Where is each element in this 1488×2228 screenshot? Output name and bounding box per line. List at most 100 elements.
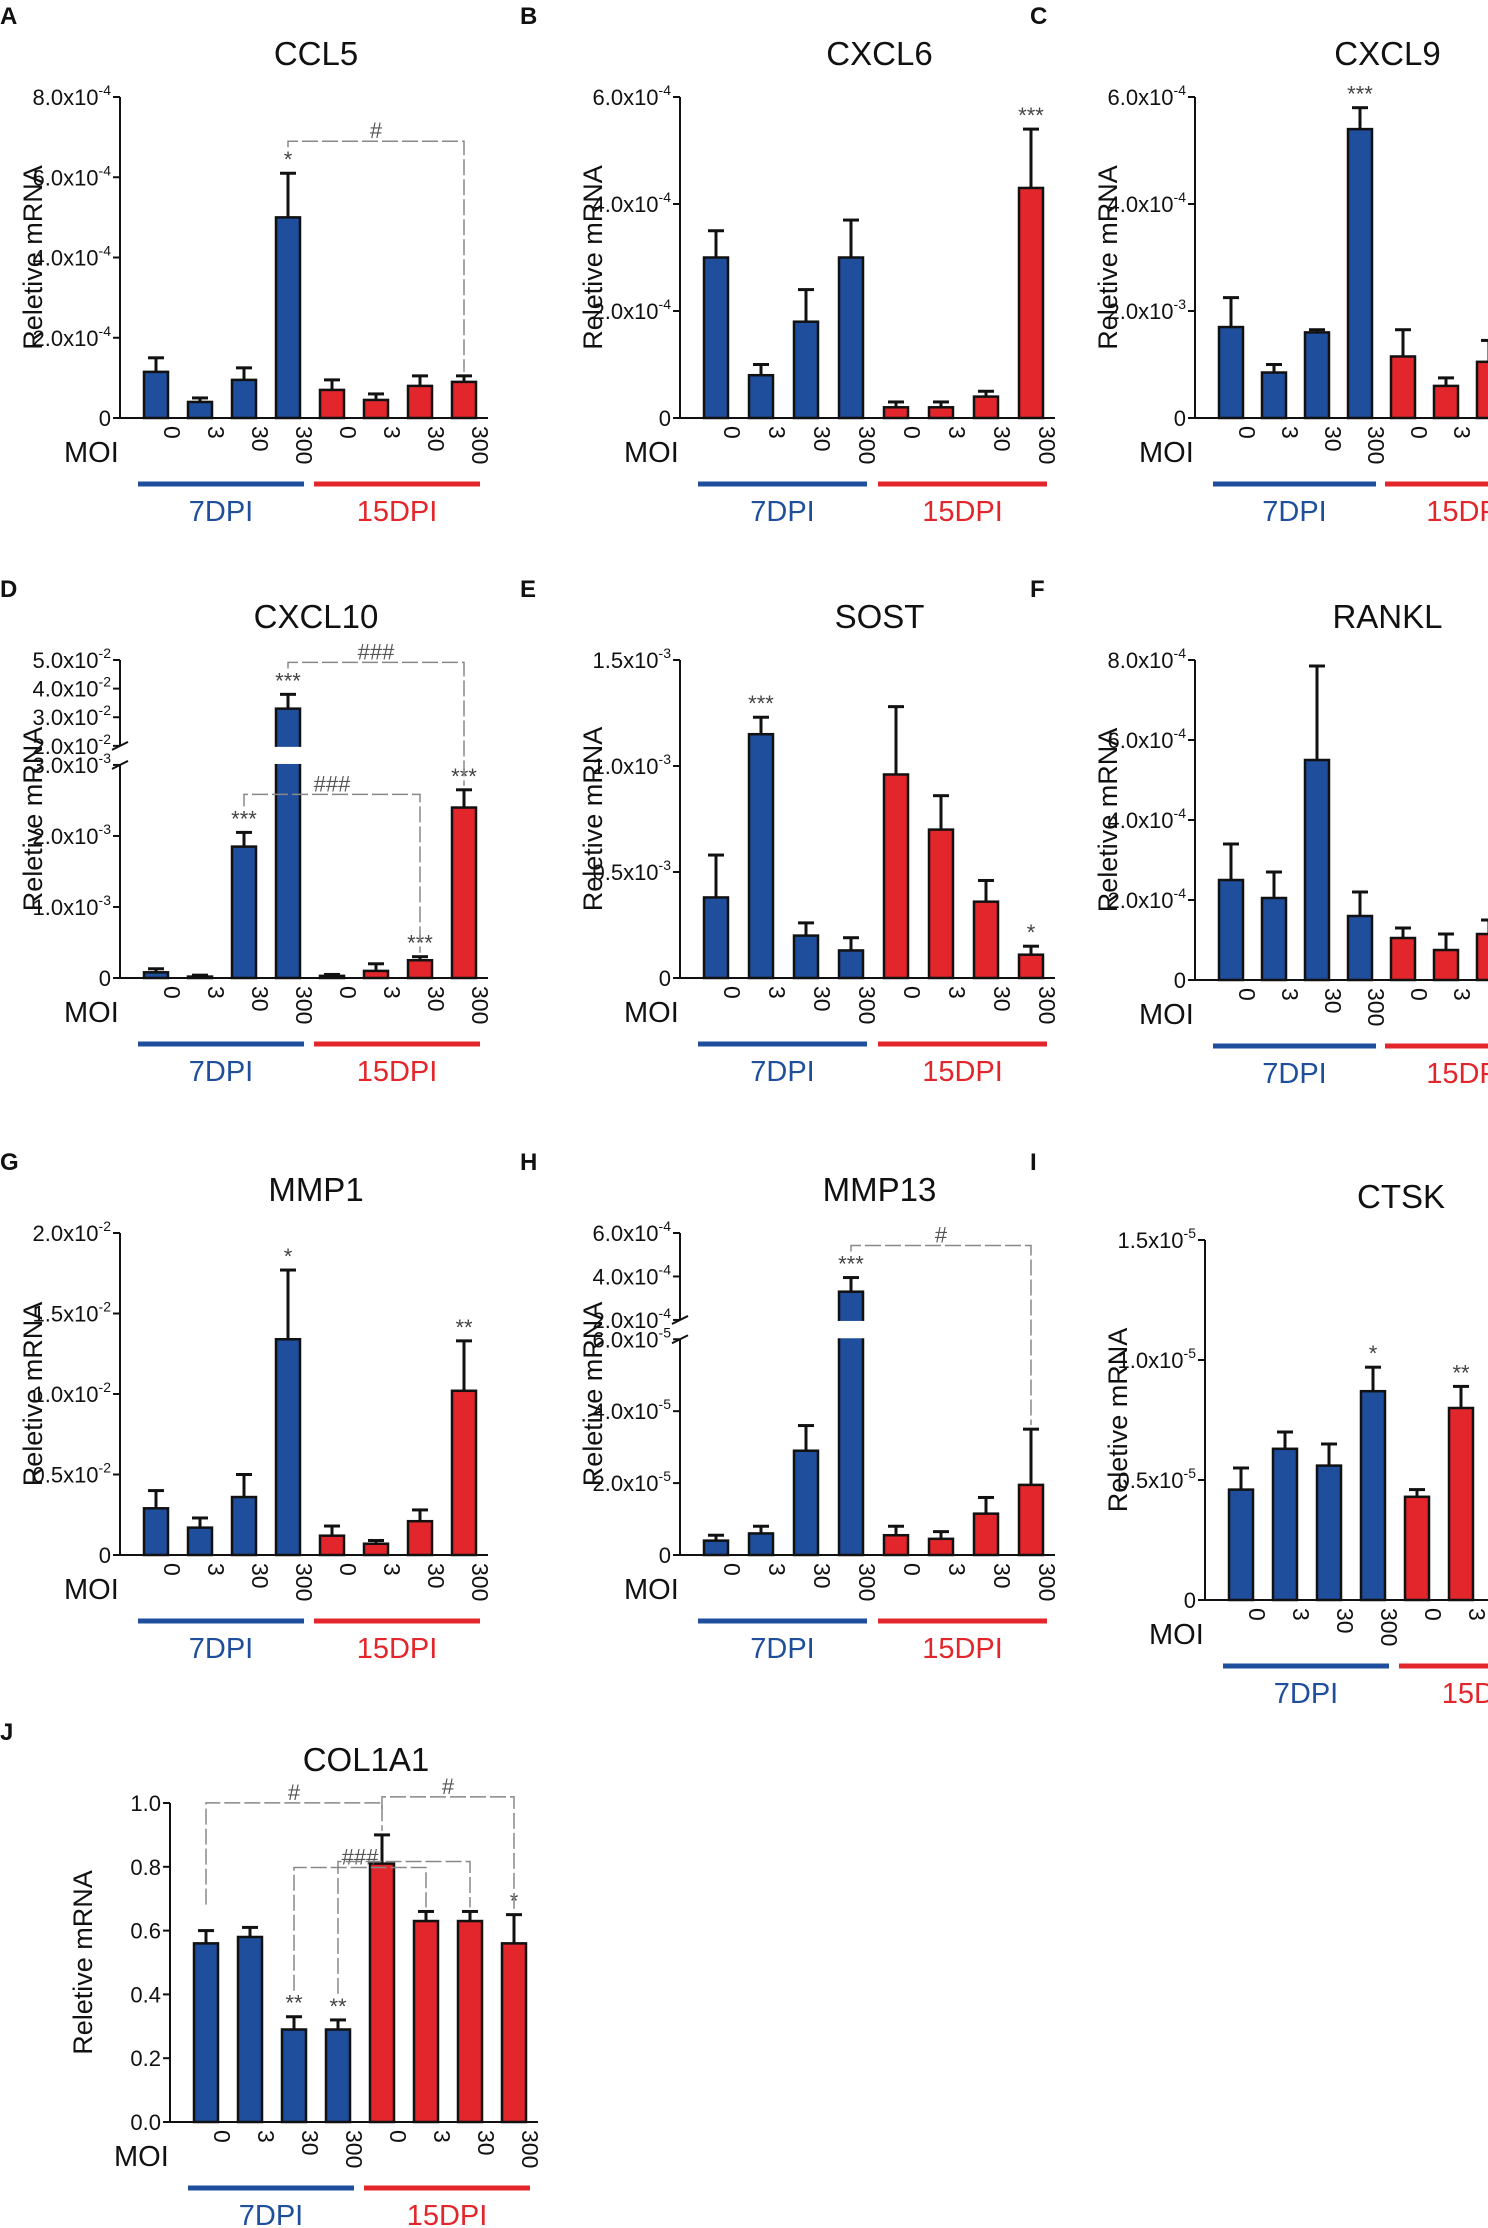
y-tick-label: 0.6	[130, 1919, 161, 1944]
panel-letter: D	[0, 576, 17, 603]
y-tick-label: 3.0x10-3	[32, 750, 111, 778]
x-tick-label: 3	[203, 426, 229, 439]
x-tick-label: 300	[1034, 426, 1060, 464]
comparison-bracket	[381, 1796, 515, 1911]
chart-title: MMP1	[268, 1171, 363, 1208]
x-tick-label: 300	[291, 1563, 317, 1601]
significance-label: *	[284, 1244, 293, 1269]
chart-title: CXCL6	[826, 35, 932, 72]
bar	[362, 398, 390, 420]
bar	[1303, 758, 1331, 982]
x-tick-label: 0	[209, 2130, 235, 2143]
x-tick-label: 3	[1449, 426, 1475, 439]
bracket-label: #	[442, 1774, 455, 1799]
x-tick-label: 30	[1332, 1608, 1358, 1634]
group-label-7dpi: 7DPI	[1262, 1058, 1326, 1090]
significance-label: *	[1369, 1341, 1378, 1366]
chart-title: SOST	[835, 598, 925, 635]
bar	[1432, 948, 1460, 982]
panel-i: I CTSK 0 0.5x10-5 1.0x10-5 1.5x10-5 Reletive m…	[1030, 1149, 1488, 1710]
y-tick-label: 5.0x10-2	[32, 645, 111, 673]
x-tick-label: 30	[423, 426, 449, 452]
y-tick-label: 4.0x10-4	[32, 243, 111, 271]
y-axis-label: Reletive mRNA	[18, 1302, 48, 1487]
x-tick-label: 300	[291, 426, 317, 464]
y-tick-label: 0.5x10-2	[32, 1460, 111, 1488]
y-tick-label: 8.0x10-4	[1107, 645, 1186, 673]
x-tick-label: 300	[517, 2130, 543, 2168]
bar	[927, 828, 955, 980]
x-tick-label: 3	[379, 1563, 405, 1576]
panel-letter: F	[1030, 576, 1045, 603]
y-tick-label: 0	[1174, 406, 1186, 431]
x-tick-label: 0	[899, 986, 925, 999]
x-tick-label: 3	[429, 2130, 455, 2143]
bar	[927, 406, 955, 420]
x-tick-label: 3	[764, 986, 790, 999]
x-tick-label: 3	[944, 426, 970, 439]
comparison-bracket	[243, 793, 421, 953]
chart-title: RANKL	[1332, 598, 1442, 635]
y-tick-label: 1.5x10-3	[592, 645, 671, 673]
bar	[142, 1507, 170, 1557]
group-label-7dpi: 7DPI	[750, 1633, 814, 1665]
x-tick-label: 30	[989, 426, 1015, 452]
bar	[1447, 1406, 1475, 1602]
moi-label: MOI	[1139, 437, 1194, 469]
x-tick-label: 3	[944, 1563, 970, 1576]
y-tick-label: 1.0x10-2	[32, 1379, 111, 1407]
bar	[456, 1919, 484, 2124]
bracket-label: #	[370, 118, 383, 143]
bar	[972, 395, 1000, 420]
x-tick-label: 300	[1363, 988, 1389, 1026]
y-tick-label: 0	[99, 966, 111, 991]
x-tick-label: 300	[467, 426, 493, 464]
significance-label: *	[284, 147, 293, 172]
y-axis-label: Reletive mRNA	[578, 727, 608, 912]
moi-label: MOI	[64, 437, 119, 469]
x-tick-label: 3	[379, 986, 405, 999]
comparison-bracket	[337, 1860, 471, 1994]
bracket-label: #	[935, 1223, 948, 1248]
panel-letter: B	[520, 3, 537, 30]
bar	[1260, 371, 1288, 420]
y-tick-label: 0	[99, 406, 111, 431]
panel-letter: C	[1030, 3, 1047, 30]
significance-label: **	[455, 1315, 473, 1340]
bar	[837, 949, 865, 980]
panel-f: F RANKL 0 2.0x10-4 4.0x10-4 6.0x10-4 8.0x10-4 R…	[1030, 576, 1488, 1090]
panel-g: G MMP1 0 0.5x10-2 1.0x10-2 1.5x10-2 2.0x10-2 Re…	[0, 1149, 493, 1665]
bar	[1389, 355, 1417, 420]
x-tick-label: 0	[1406, 988, 1432, 1001]
group-label-15dpi: 15DPI	[1426, 496, 1488, 528]
x-tick-label: 0	[719, 426, 745, 439]
significance-label: *	[1027, 920, 1036, 945]
bar	[882, 1533, 910, 1557]
bar	[1303, 331, 1331, 420]
x-tick-label: 3	[944, 986, 970, 999]
y-tick-label: 4.0x10-5	[592, 1396, 671, 1424]
group-label-7dpi: 7DPI	[750, 1056, 814, 1088]
x-tick-label: 300	[854, 426, 880, 464]
x-tick-label: 0	[335, 1563, 361, 1576]
y-tick-label: 2.0x10-3	[1107, 296, 1186, 324]
bar	[230, 1495, 258, 1557]
y-tick-label: 4.0x10-4	[592, 189, 671, 217]
bar	[837, 256, 865, 420]
y-tick-label: 6.0x10-4	[1107, 82, 1186, 110]
x-tick-label: 30	[247, 986, 273, 1012]
y-tick-label: 1.0x10-3	[592, 751, 671, 779]
moi-label: MOI	[624, 997, 679, 1029]
y-axis-label: Reletive mRNA	[18, 727, 48, 912]
bar	[1260, 896, 1288, 982]
x-tick-label: 0	[159, 1563, 185, 1576]
x-tick-label: 30	[297, 2130, 323, 2156]
y-tick-label: 4.0x10-2	[32, 674, 111, 702]
panel-d: D CXCL10 0 1.0x10-3 2.0x10-3 3.0x10-32.0x10-2…	[0, 576, 493, 1088]
panel-b: B CXCL6 0 2.0x10-4 4.0x10-4 6.0x10-4 Reletive …	[520, 3, 1060, 528]
y-axis-label: Reletive mRNA	[1093, 728, 1123, 913]
group-label-7dpi: 7DPI	[1262, 496, 1326, 528]
x-tick-label: 300	[854, 986, 880, 1024]
panel-letter: H	[520, 1149, 537, 1176]
